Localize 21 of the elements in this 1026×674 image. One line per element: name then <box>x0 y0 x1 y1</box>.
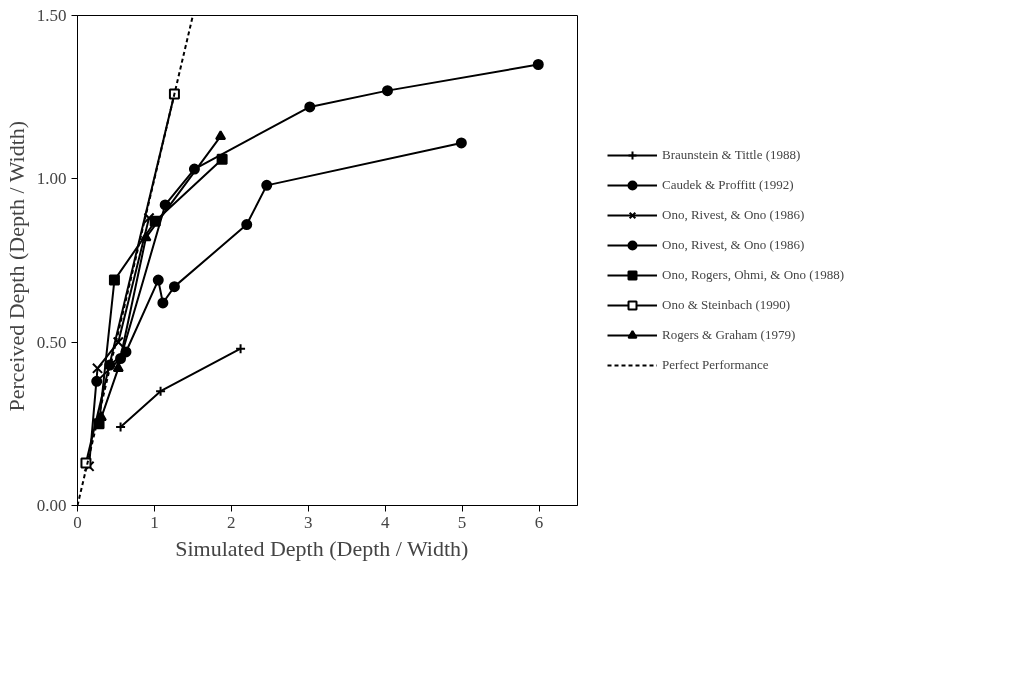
legend-label: Ono & Steinbach (1990) <box>662 297 791 313</box>
x-tick-label: 4 <box>380 512 390 532</box>
x-tick-label: 5 <box>457 512 467 532</box>
x-tick-label: 6 <box>534 512 544 532</box>
y-axis-title: Perceived Depth (Depth / Width) <box>3 120 29 412</box>
legend-label: Perfect Performance <box>662 357 769 373</box>
x-axis-title: Simulated Depth (Depth / Width) <box>175 535 469 561</box>
y-tick-label: 0.00 <box>36 496 67 515</box>
x-tick-label: 3 <box>304 512 313 532</box>
legend-label: Ono, Rogers, Ohmi, & Ono (1988) <box>662 267 844 283</box>
legend-label: Rogers & Graham (1979) <box>662 327 796 343</box>
legend-label: Braunstein & Tittle (1988) <box>662 147 801 163</box>
x-tick-label: 2 <box>227 512 236 532</box>
legend-label: Caudek & Proffitt (1992) <box>662 177 794 193</box>
y-tick-label: 1.00 <box>36 169 67 189</box>
x-tick-label: 0 <box>73 512 82 532</box>
x-tick-label: 1 <box>150 512 159 532</box>
y-tick-label: 0.50 <box>36 332 67 352</box>
legend-label: Ono, Rivest, & Ono (1986) <box>662 207 805 223</box>
legend-label: Ono, Rivest, & Ono (1986) <box>662 237 805 253</box>
y-tick-label: 1.50 <box>36 6 67 25</box>
